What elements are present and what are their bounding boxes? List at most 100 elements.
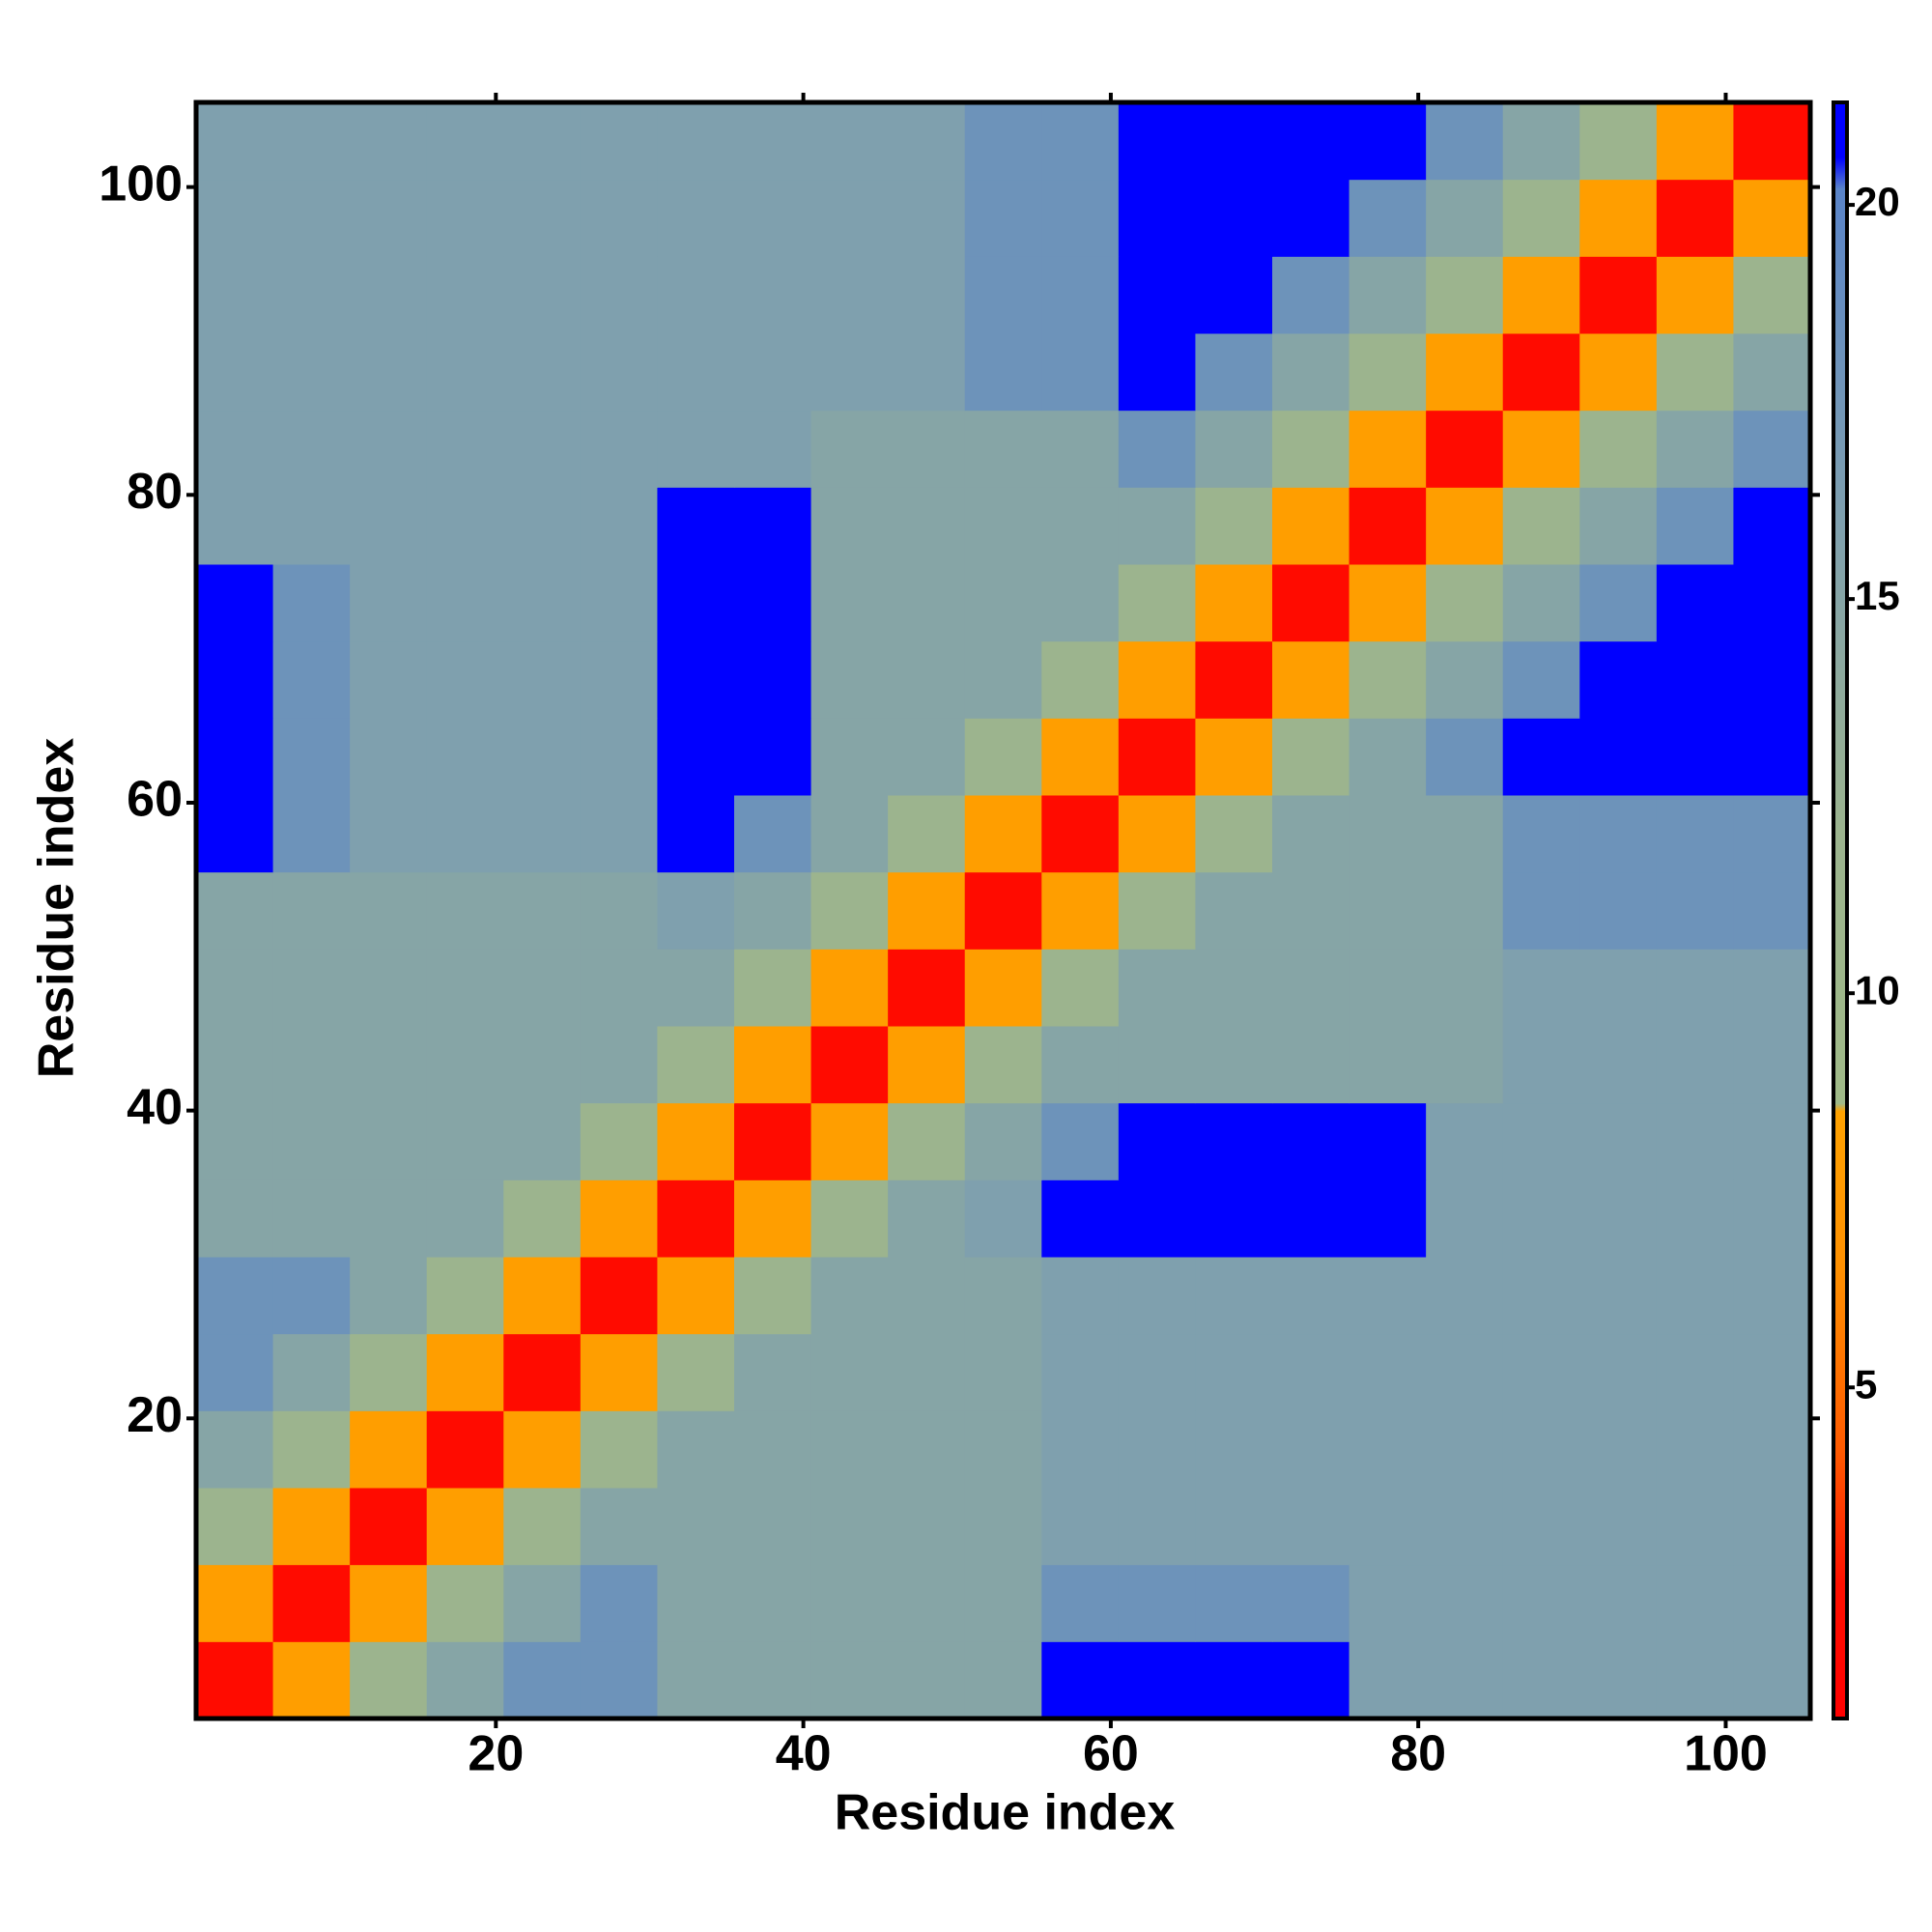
heatmap-cell bbox=[1579, 256, 1658, 334]
heatmap-cell bbox=[888, 102, 966, 181]
heatmap-cell bbox=[1118, 871, 1196, 950]
heatmap-cell bbox=[196, 1641, 274, 1719]
heatmap-cell bbox=[734, 640, 812, 719]
heatmap-cell bbox=[580, 795, 658, 873]
heatmap-cell bbox=[1272, 1564, 1350, 1642]
heatmap-cell bbox=[657, 718, 735, 796]
heatmap-cell bbox=[580, 333, 658, 412]
heatmap-cell bbox=[196, 1488, 274, 1566]
heatmap-cell bbox=[503, 256, 582, 334]
heatmap-cell bbox=[1502, 256, 1580, 334]
heatmap-cell bbox=[1349, 179, 1427, 257]
heatmap-cell bbox=[1733, 487, 1811, 565]
heatmap-cell bbox=[272, 871, 351, 950]
heatmap-cell bbox=[426, 1179, 504, 1258]
heatmap-cell bbox=[964, 102, 1042, 181]
heatmap-cell bbox=[196, 333, 274, 412]
heatmap-cell bbox=[1272, 564, 1350, 642]
heatmap-cell bbox=[196, 1026, 274, 1104]
heatmap-cell bbox=[1656, 179, 1734, 257]
heatmap-cell bbox=[964, 179, 1042, 257]
heatmap-cell bbox=[580, 1564, 658, 1642]
heatmap-cell bbox=[1349, 871, 1427, 950]
heatmap-cell bbox=[1733, 718, 1811, 796]
heatmap-cell bbox=[1118, 718, 1196, 796]
heatmap-cell bbox=[810, 871, 889, 950]
heatmap-cell bbox=[810, 718, 889, 796]
heatmap-cell bbox=[1118, 410, 1196, 488]
heatmap-cell bbox=[503, 1257, 582, 1335]
heatmap-cell bbox=[734, 410, 812, 488]
heatmap-cell bbox=[1272, 871, 1350, 950]
heatmap-cell bbox=[580, 102, 658, 181]
heatmap-cell bbox=[1349, 564, 1427, 642]
heatmap-cell bbox=[1426, 487, 1504, 565]
heatmap-cell bbox=[426, 333, 504, 412]
heatmap-cell bbox=[1195, 564, 1273, 642]
heatmap-cell bbox=[1272, 1333, 1350, 1411]
heatmap-cell bbox=[426, 564, 504, 642]
heatmap-cell bbox=[580, 1102, 658, 1180]
heatmap-cell bbox=[1195, 1333, 1273, 1411]
heatmap-cell bbox=[580, 1333, 658, 1411]
heatmap-cell bbox=[350, 564, 428, 642]
heatmap-cell bbox=[503, 1179, 582, 1258]
heatmap-cell bbox=[1041, 1257, 1120, 1335]
heatmap-cell bbox=[580, 1026, 658, 1104]
heatmap-cell bbox=[1118, 102, 1196, 181]
heatmap-cell bbox=[580, 718, 658, 796]
heatmap-cell bbox=[1656, 949, 1734, 1027]
heatmap-cell bbox=[734, 1179, 812, 1258]
colorbar-tick-label: 10 bbox=[1855, 967, 1900, 1012]
heatmap-cell bbox=[810, 795, 889, 873]
heatmap-cell bbox=[1502, 871, 1580, 950]
heatmap-cell bbox=[888, 1488, 966, 1566]
heatmap-cell bbox=[810, 410, 889, 488]
heatmap-cell bbox=[580, 1488, 658, 1566]
heatmap-cell bbox=[1349, 718, 1427, 796]
y-tick-label: 60 bbox=[127, 772, 183, 828]
heatmap-cell bbox=[1579, 718, 1658, 796]
heatmap-cell bbox=[1656, 871, 1734, 950]
heatmap-cell bbox=[1656, 1333, 1734, 1411]
heatmap-cell bbox=[1502, 102, 1580, 181]
heatmap-cell bbox=[503, 640, 582, 719]
heatmap-cell bbox=[1349, 1410, 1427, 1489]
heatmap-cell bbox=[503, 1102, 582, 1180]
x-tick-label: 100 bbox=[1684, 1726, 1768, 1782]
heatmap-cell bbox=[196, 1410, 274, 1489]
heatmap-cell bbox=[657, 1641, 735, 1719]
heatmap-cell bbox=[1579, 1179, 1658, 1258]
heatmap-cell bbox=[196, 718, 274, 796]
y-tick-label: 80 bbox=[127, 464, 183, 520]
heatmap-cell bbox=[272, 1026, 351, 1104]
heatmap-cell bbox=[1118, 949, 1196, 1027]
heatmap-cell bbox=[1118, 1641, 1196, 1719]
heatmap-cell bbox=[1502, 1564, 1580, 1642]
heatmap-cell bbox=[1041, 333, 1120, 412]
heatmap-cell bbox=[657, 179, 735, 257]
heatmap-cell bbox=[888, 795, 966, 873]
heatmap-cell bbox=[1272, 1410, 1350, 1489]
heatmap-cell bbox=[1195, 1488, 1273, 1566]
heatmap-cell bbox=[810, 487, 889, 565]
heatmap-cell bbox=[888, 564, 966, 642]
heatmap-cell bbox=[1041, 795, 1120, 873]
heatmap-cell bbox=[272, 640, 351, 719]
heatmap-cell bbox=[1195, 256, 1273, 334]
heatmap-cell bbox=[1579, 949, 1658, 1027]
heatmap-cell bbox=[964, 487, 1042, 565]
heatmap-cell bbox=[1195, 640, 1273, 719]
heatmap-cell bbox=[1502, 1179, 1580, 1258]
heatmap-cell bbox=[1579, 487, 1658, 565]
heatmap-cell bbox=[272, 1564, 351, 1642]
heatmap-cell bbox=[657, 333, 735, 412]
heatmap-cell bbox=[350, 795, 428, 873]
heatmap-cell bbox=[888, 1257, 966, 1335]
heatmap-cell bbox=[1579, 564, 1658, 642]
heatmap-cell bbox=[1426, 1257, 1504, 1335]
heatmap-cell bbox=[1349, 1564, 1427, 1642]
heatmap-cell bbox=[350, 256, 428, 334]
heatmap-cell bbox=[1733, 333, 1811, 412]
